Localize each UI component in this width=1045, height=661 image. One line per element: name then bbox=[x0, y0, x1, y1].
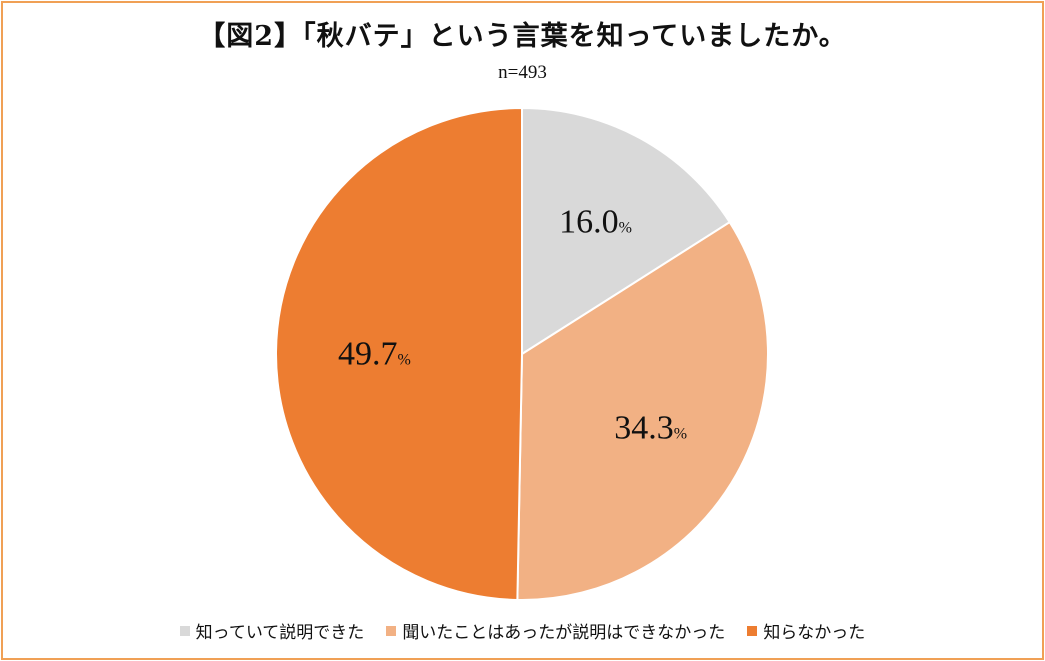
legend-label: 知っていて説明できた bbox=[195, 623, 365, 643]
legend-item-2: 聞いたことはあったが説明はできなかった bbox=[386, 618, 725, 643]
pie-slice-1 bbox=[521, 106, 732, 356]
legend-label: 聞いたことはあったが説明はできなかった bbox=[402, 623, 726, 643]
pie-data-labels: 16.0% 34.3% 49.7% bbox=[338, 203, 687, 446]
pie-slice-3 bbox=[275, 106, 523, 601]
legend-item-1: 知っていて説明できた bbox=[179, 618, 365, 643]
legend-item-3: 知らなかった bbox=[747, 618, 865, 643]
legend-swatch bbox=[386, 625, 397, 636]
legend-swatch bbox=[179, 625, 190, 636]
data-label-1: 16.0% bbox=[559, 203, 632, 240]
chart-legend: 知っていて説明できた 聞いたことはあったが説明はできなかった 知らなかった bbox=[0, 618, 1045, 643]
data-label-3: 49.7% bbox=[338, 336, 411, 373]
legend-swatch bbox=[747, 625, 758, 636]
chart-subtitle: n=493 bbox=[498, 62, 547, 83]
data-label-2: 34.3% bbox=[614, 409, 687, 446]
legend-label: 知らなかった bbox=[763, 623, 866, 643]
pie-slices bbox=[275, 106, 769, 601]
pie-slice-2 bbox=[516, 220, 769, 601]
chart-title: 【図2】「秋バテ」という言葉を知っていましたか。 bbox=[198, 21, 847, 52]
